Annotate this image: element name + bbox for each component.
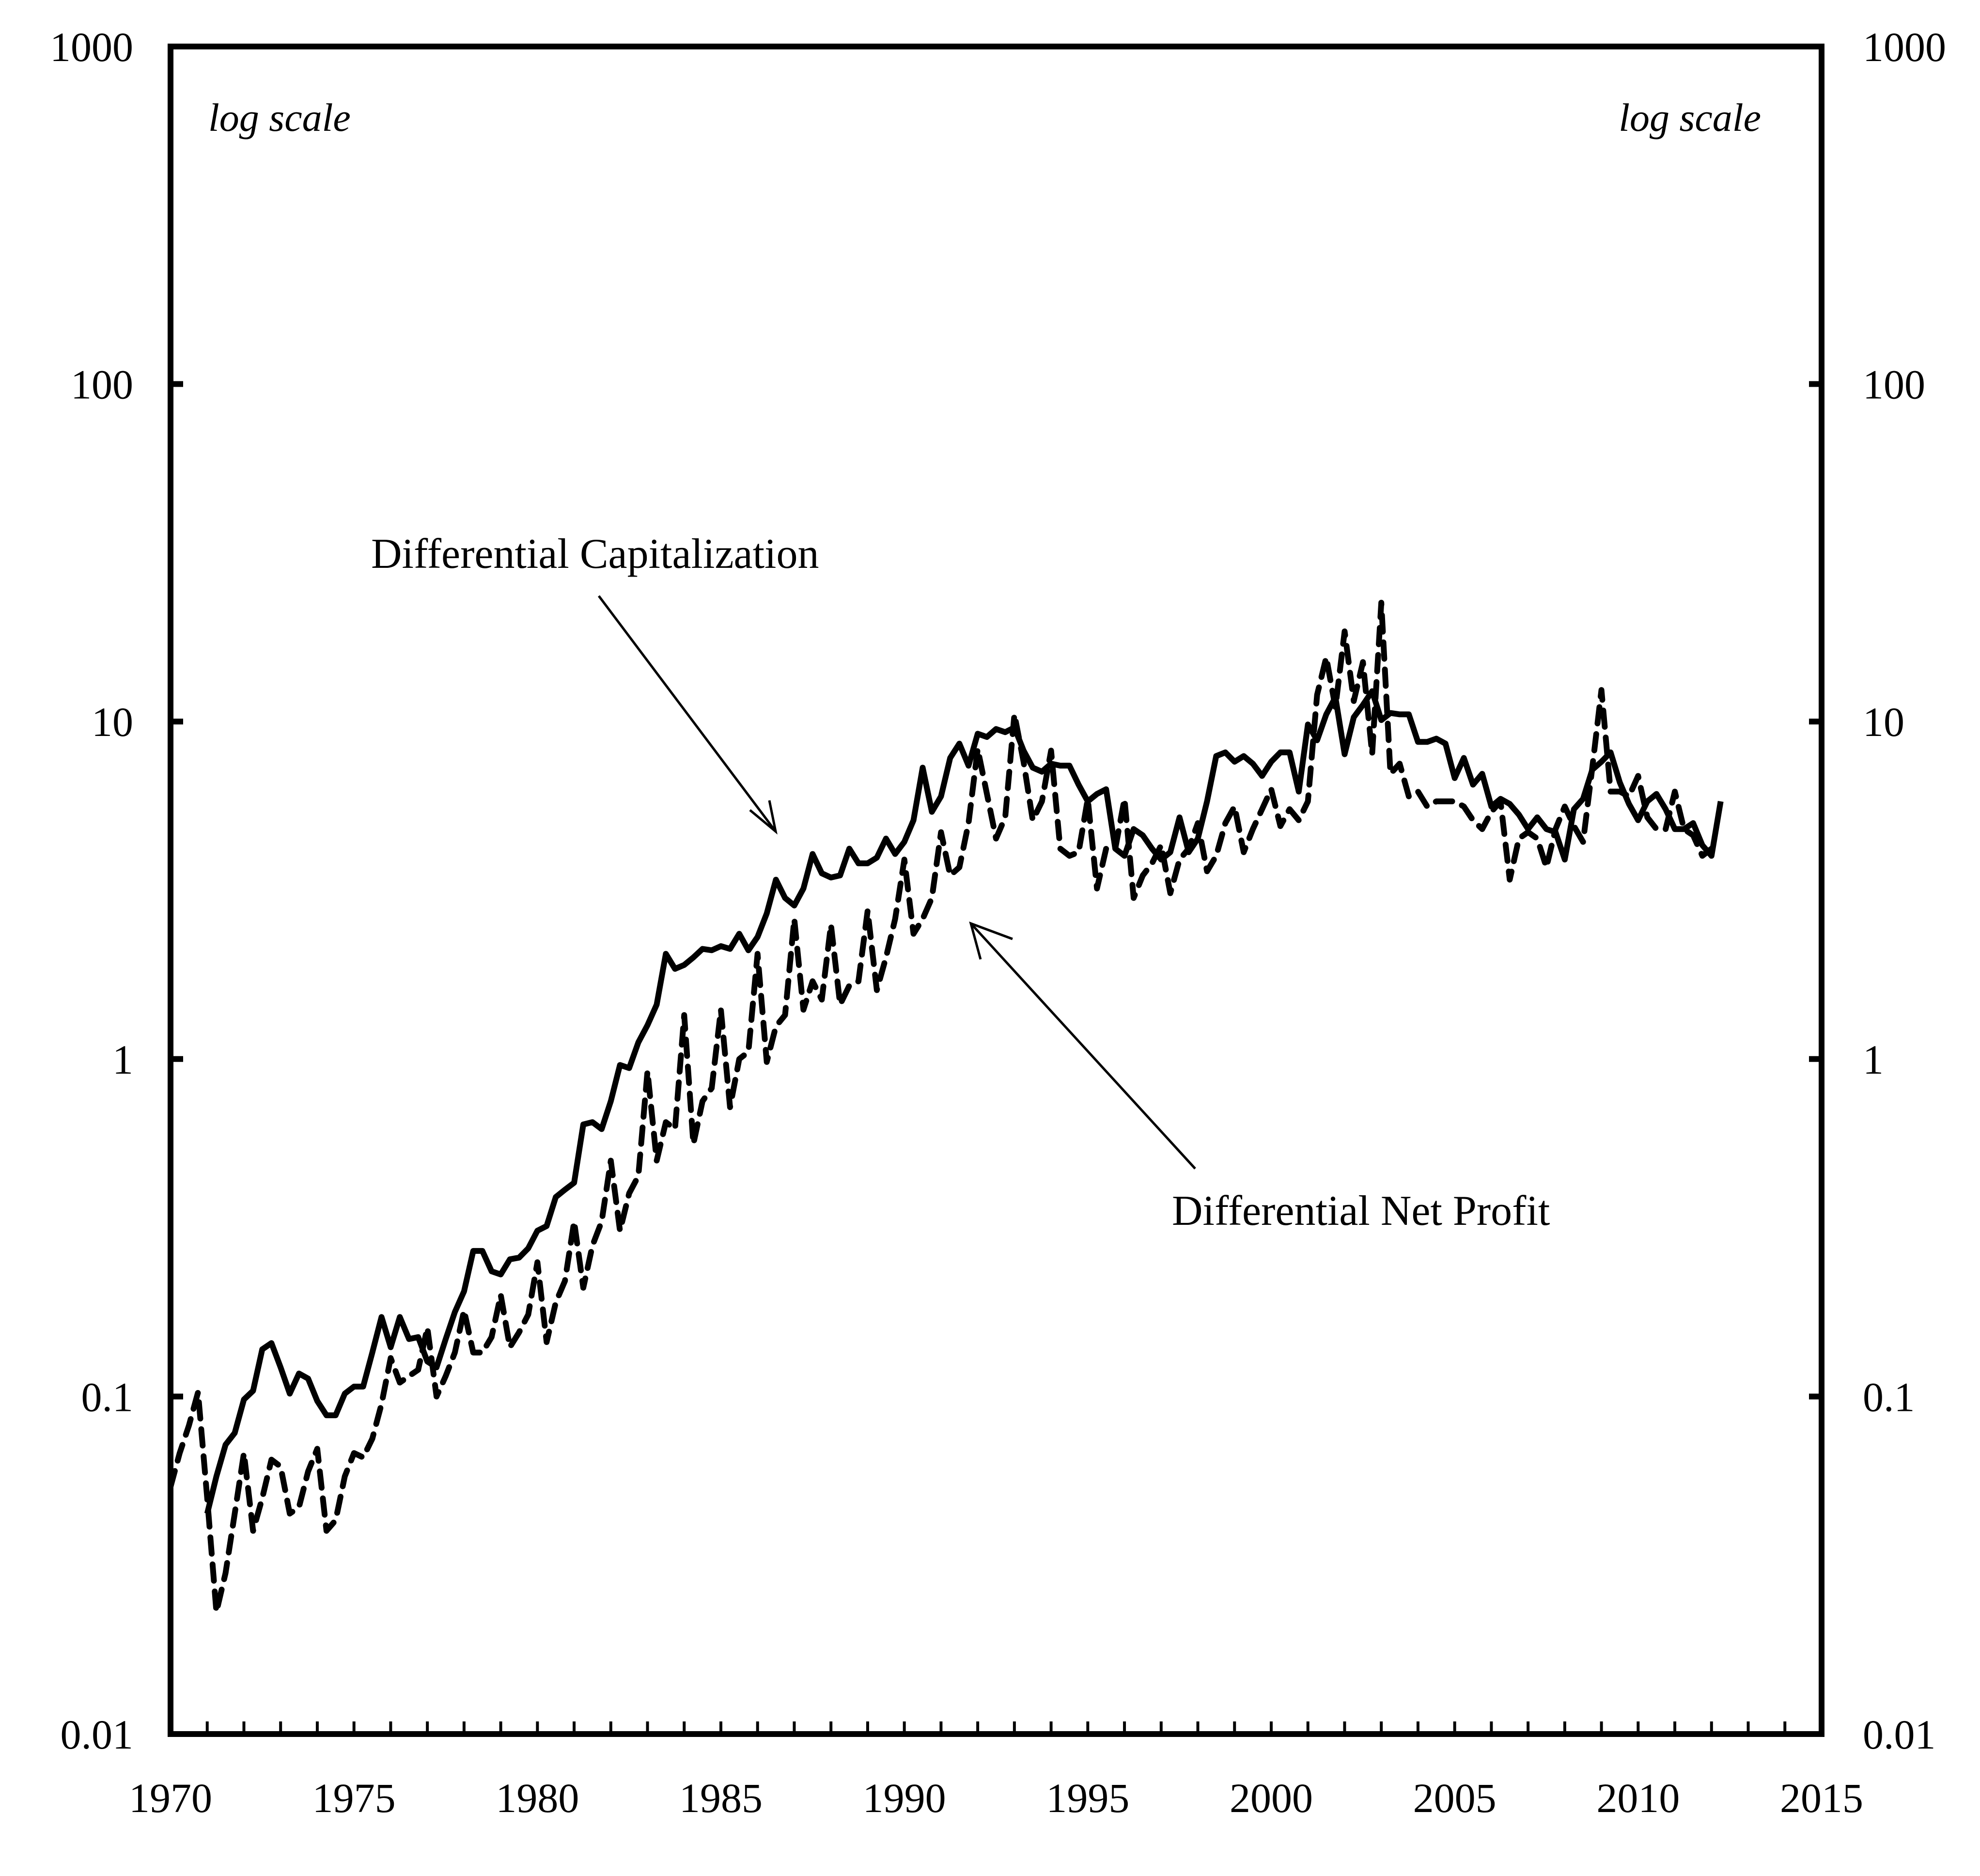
arrowhead-icon bbox=[749, 800, 778, 835]
arrow-line-icon bbox=[598, 595, 777, 832]
y-tick-label-right: 100 bbox=[1863, 361, 1925, 408]
x-tick-label: 1980 bbox=[496, 1775, 579, 1821]
x-axis-labels: 1970 1975 1980 1985 1990 1995 2000 2005 2010 2015 bbox=[129, 1775, 1863, 1821]
plot-area bbox=[168, 44, 1824, 1737]
y-axis-labels-right: 0.01 0.1 1 10 100 1000 bbox=[1863, 24, 1946, 1758]
y-tick-label-left: 0.1 bbox=[81, 1374, 134, 1420]
y-axis-ticks bbox=[171, 44, 1822, 1737]
x-tick-label: 1995 bbox=[1046, 1775, 1129, 1821]
y-tick-label-right: 1000 bbox=[1863, 24, 1946, 70]
plot-frame bbox=[168, 44, 1824, 1737]
x-tick-label: 2010 bbox=[1596, 1775, 1680, 1821]
log-scale-note-left: log scale bbox=[208, 95, 351, 140]
y-tick-label-right: 10 bbox=[1863, 699, 1904, 745]
differential-net-profit-line bbox=[168, 599, 1715, 1615]
annotation-capitalization-label: Differential Capitalization bbox=[371, 531, 819, 578]
x-tick-label: 1985 bbox=[679, 1775, 763, 1821]
x-tick-label: 1975 bbox=[312, 1775, 396, 1821]
y-tick-label-left: 10 bbox=[92, 699, 133, 745]
y-tick-label-left: 1000 bbox=[50, 24, 133, 70]
y-tick-label-right: 1 bbox=[1863, 1036, 1884, 1083]
x-tick-label: 2015 bbox=[1780, 1775, 1863, 1821]
x-tick-label: 2005 bbox=[1413, 1775, 1497, 1821]
y-tick-label-right: 0.1 bbox=[1863, 1374, 1915, 1420]
y-axis-labels-left: 0.01 0.1 1 10 100 1000 bbox=[50, 24, 133, 1758]
y-tick-label-left: 0.01 bbox=[61, 1711, 134, 1758]
annotation-net-profit: Differential Net Profit bbox=[969, 921, 1550, 1235]
y-tick-label-left: 1 bbox=[112, 1036, 133, 1083]
x-tick-label: 1990 bbox=[863, 1775, 946, 1821]
y-tick-label-left: 100 bbox=[71, 361, 133, 408]
x-tick-label: 1970 bbox=[129, 1775, 212, 1821]
log-scale-note-right: log scale bbox=[1619, 95, 1761, 140]
x-minor-ticks bbox=[205, 1721, 1787, 1734]
annotation-capitalization: Differential Capitalization bbox=[371, 531, 819, 835]
differential-capitalization-line bbox=[204, 688, 1724, 1515]
x-tick-label: 2000 bbox=[1230, 1775, 1313, 1821]
arrowhead-icon bbox=[969, 921, 1013, 960]
y-tick-label-right: 0.01 bbox=[1863, 1711, 1936, 1758]
annotation-net-profit-label: Differential Net Profit bbox=[1172, 1188, 1550, 1235]
arrow-line-icon bbox=[970, 922, 1196, 1170]
